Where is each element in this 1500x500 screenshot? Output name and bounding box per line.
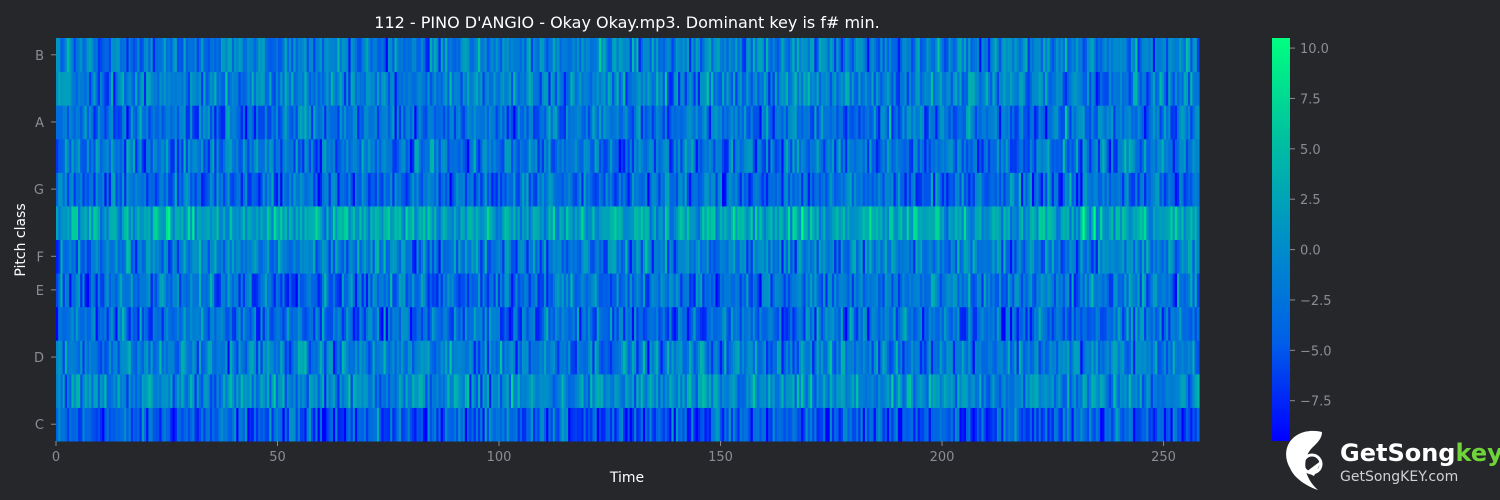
x-axis-title: Time: [609, 470, 644, 486]
chart-title: 112 - PINO D'ANGIO - Okay Okay.mp3. Domi…: [374, 13, 879, 32]
y-tick-label: F: [37, 250, 44, 265]
logo-name: GetSongkey: [1340, 439, 1500, 467]
pitch-row-B: [56, 38, 1200, 73]
colorbar-tick-label: 2.5: [1300, 193, 1321, 208]
colorbar-tick-label: 10.0: [1300, 42, 1329, 57]
colorbar-tick-label: 7.5: [1300, 92, 1321, 107]
x-tick-label: 100: [487, 450, 512, 465]
logo: GetSongkey GetSongKEY.com: [1286, 430, 1500, 490]
x-tick-label: 50: [269, 450, 286, 465]
pitch-row-D#: [56, 306, 1200, 341]
pitch-row-G#: [56, 138, 1200, 173]
pitch-row-F: [56, 239, 1200, 274]
colorbar-tick-label: −5.0: [1300, 344, 1332, 359]
y-tick-label: B: [35, 49, 44, 64]
pitch-row-F#: [56, 205, 1200, 240]
x-tick-label: 150: [708, 450, 733, 465]
colorbar-tick-label: −2.5: [1300, 294, 1332, 309]
colorbar-ticks: 10.0 7.5 5.0 2.5 0.0 −2.5 −5.0 −7.5: [1290, 42, 1332, 410]
x-tick-label: 200: [930, 450, 955, 465]
pitch-row-A#: [56, 71, 1200, 106]
pitch-row-G: [56, 172, 1200, 207]
pitch-row-A: [56, 105, 1200, 140]
colorbar-tick-label: 0.0: [1300, 244, 1321, 259]
heatmap-plot: [56, 38, 1200, 442]
y-tick-label: A: [35, 116, 44, 131]
y-tick-label: D: [34, 351, 44, 366]
x-axis: 0 50 100 150 200 250: [52, 441, 1176, 465]
colorbar-tick-label: 5.0: [1300, 143, 1321, 158]
colorbar-tick-label: −7.5: [1300, 395, 1332, 410]
pitch-row-E: [56, 273, 1200, 308]
pitch-row-C: [56, 407, 1200, 442]
pitch-row-C#: [56, 373, 1200, 408]
pitch-row-D: [56, 340, 1200, 375]
x-tick-label: 250: [1151, 450, 1176, 465]
y-axis: C D E F G A B: [34, 49, 56, 433]
y-tick-label: G: [34, 183, 44, 198]
logo-url: GetSongKEY.com: [1340, 469, 1458, 485]
y-tick-label: C: [35, 418, 44, 433]
y-tick-label: E: [36, 284, 44, 299]
y-axis-title: Pitch class: [13, 203, 29, 276]
bird-logo-icon: [1286, 430, 1323, 490]
x-tick-label: 0: [52, 450, 60, 465]
colorbar: [1272, 38, 1290, 441]
